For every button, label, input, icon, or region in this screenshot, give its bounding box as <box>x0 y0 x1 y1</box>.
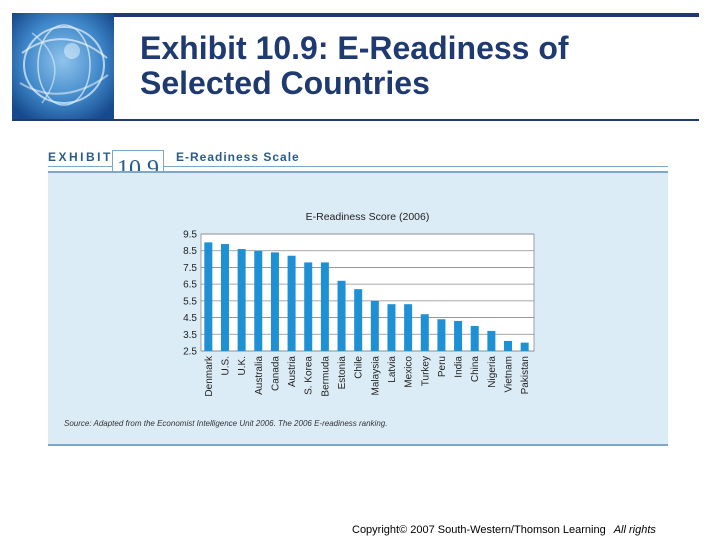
bar <box>504 340 513 351</box>
x-tick-label: China <box>470 356 481 383</box>
bar <box>370 300 379 351</box>
bar <box>270 252 279 351</box>
bar <box>304 262 313 351</box>
y-tick-label: 3.5 <box>183 330 197 341</box>
x-tick-label: India <box>454 356 465 378</box>
bar <box>237 249 246 351</box>
plot-border <box>200 233 535 352</box>
bar <box>354 289 363 351</box>
x-tick-label: U.S. <box>220 356 231 375</box>
x-tick-label: Austria <box>287 356 298 388</box>
exhibit-label: EXHIBIT <box>48 150 113 164</box>
title-bottom-rule <box>12 119 699 121</box>
bar <box>220 244 229 351</box>
bar <box>254 250 263 351</box>
x-tick-label: Turkey <box>420 356 431 386</box>
rights-text: All rights <box>613 524 656 536</box>
x-tick-label: Peru <box>437 356 448 377</box>
x-tick-label: Denmark <box>204 355 215 397</box>
x-tick-label: Chile <box>354 356 365 379</box>
x-tick-label: Pakistan <box>520 356 531 394</box>
plot-area <box>201 234 534 351</box>
title-top-rule <box>114 13 699 17</box>
bar <box>437 319 446 351</box>
y-tick-label: 8.5 <box>183 246 197 257</box>
bar <box>487 330 496 351</box>
x-tick-label: Australia <box>254 356 265 395</box>
bar <box>287 255 296 351</box>
bar <box>204 242 213 351</box>
x-tick-label: Estonia <box>337 356 348 390</box>
x-tick-label: Bermuda <box>320 356 331 397</box>
y-tick-label: 4.5 <box>183 313 197 324</box>
x-tick-label: U.K. <box>237 356 248 375</box>
y-tick-label: 2.5 <box>183 347 197 358</box>
bar <box>337 280 346 351</box>
bar <box>320 262 329 351</box>
bar <box>470 325 479 351</box>
x-tick-label: Malaysia <box>370 356 381 396</box>
exhibit-caption: E-Readiness Scale <box>176 150 300 164</box>
bar <box>454 320 463 351</box>
chart-title: E-Readiness Score (2006) <box>306 211 430 223</box>
footer: Copyright© 2007 South-Western/Thomson Le… <box>352 524 656 536</box>
bar <box>404 304 413 351</box>
x-tick-label: Latvia <box>387 356 398 383</box>
x-tick-label: Nigeria <box>487 356 498 388</box>
x-tick-label: Vietnam <box>504 356 515 393</box>
bar <box>387 304 396 351</box>
y-tick-label: 9.5 <box>183 230 197 241</box>
exhibit-rule <box>48 166 668 167</box>
y-tick-label: 5.5 <box>183 296 197 307</box>
slide-title: Exhibit 10.9: E-Readiness of Selected Co… <box>140 30 569 101</box>
x-tick-label: S. Korea <box>304 356 315 395</box>
y-tick-label: 7.5 <box>183 263 197 274</box>
x-tick-label: Mexico <box>404 356 415 388</box>
publisher-logo <box>12 13 114 119</box>
bar <box>420 314 429 351</box>
bar <box>520 342 529 351</box>
x-tick-label: Canada <box>270 356 281 391</box>
copyright-text: Copyright© 2007 South-Western/Thomson Le… <box>352 524 606 536</box>
y-tick-label: 6.5 <box>183 280 197 291</box>
source-note: Source: Adapted from the Economist Intel… <box>64 419 388 428</box>
